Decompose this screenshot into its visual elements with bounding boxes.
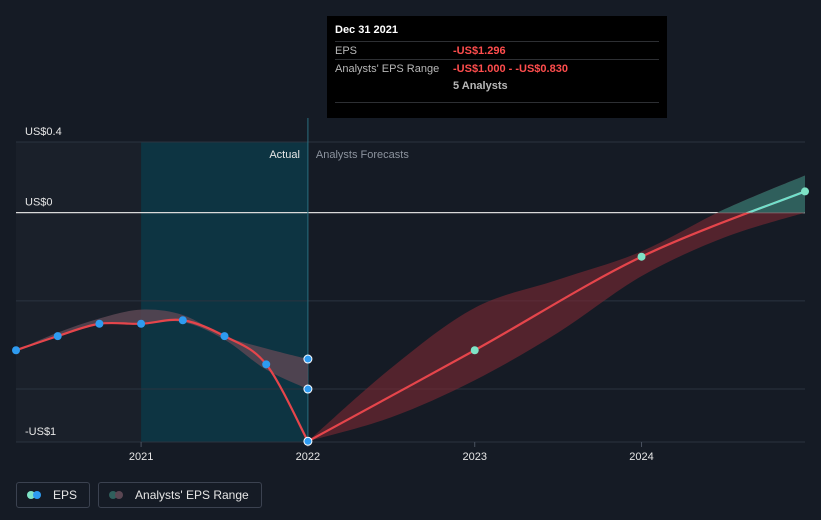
forecast-eps-range-band [307, 175, 805, 442]
eps-forecast-point [470, 346, 479, 355]
y-axis-label: US$0 [25, 197, 53, 209]
axis-labels: US$0.4 US$0 -US$1 2021 2022 2023 2024 Actual Ana… [25, 126, 654, 463]
eps-actual-point [53, 332, 62, 341]
eps-actual-point [137, 319, 146, 328]
eps-actual-point [220, 332, 229, 341]
forecast-region-label: Analysts Forecasts [316, 149, 409, 161]
eps-legend-icon [27, 491, 45, 499]
x-axis-label: 2024 [629, 451, 653, 463]
data-markers[interactable] [12, 187, 809, 446]
tooltip-analyst-count: 5 Analysts [453, 79, 508, 92]
eps-range-endpoint [303, 384, 313, 394]
eps-actual-point [178, 316, 187, 325]
legend-range-label: Analysts' EPS Range [135, 488, 249, 502]
hover-tooltip: Dec 31 2021 EPS -US$1.296 Analysts' EPS … [327, 16, 667, 118]
eps-forecast-point [637, 252, 646, 261]
eps-forecast-point [801, 187, 809, 196]
eps-actual-point [95, 319, 104, 328]
tooltip-date: Dec 31 2021 [335, 24, 398, 36]
tooltip-eps-value: -US$1.296 [453, 44, 506, 57]
chart-legend: EPS Analysts' EPS Range [16, 482, 262, 508]
x-axis-label: 2022 [296, 451, 320, 463]
eps-range-endpoint [303, 354, 313, 364]
x-axis-label: 2023 [462, 451, 486, 463]
range-legend-icon [109, 491, 127, 499]
eps-actual-point [262, 360, 271, 369]
eps-actual-point [303, 436, 313, 446]
legend-eps[interactable]: EPS [16, 482, 91, 508]
y-axis-label: -US$1 [25, 426, 56, 438]
x-axis-label: 2021 [129, 451, 153, 463]
eps-actual-point [12, 346, 20, 355]
forecast-positive-band [717, 175, 805, 213]
legend-eps-label: EPS [53, 488, 78, 502]
tooltip-range-value: -US$1.000 - -US$0.830 [453, 62, 568, 75]
actual-region-label: Actual [269, 149, 300, 161]
y-axis-label: US$0.4 [25, 126, 62, 138]
legend-analysts-range[interactable]: Analysts' EPS Range [98, 482, 262, 508]
tooltip-range-label: Analysts' EPS Range [335, 62, 440, 75]
eps-forecast-line [307, 190, 806, 443]
actual-region-highlight [141, 142, 308, 442]
tooltip-eps-label: EPS [335, 44, 358, 57]
